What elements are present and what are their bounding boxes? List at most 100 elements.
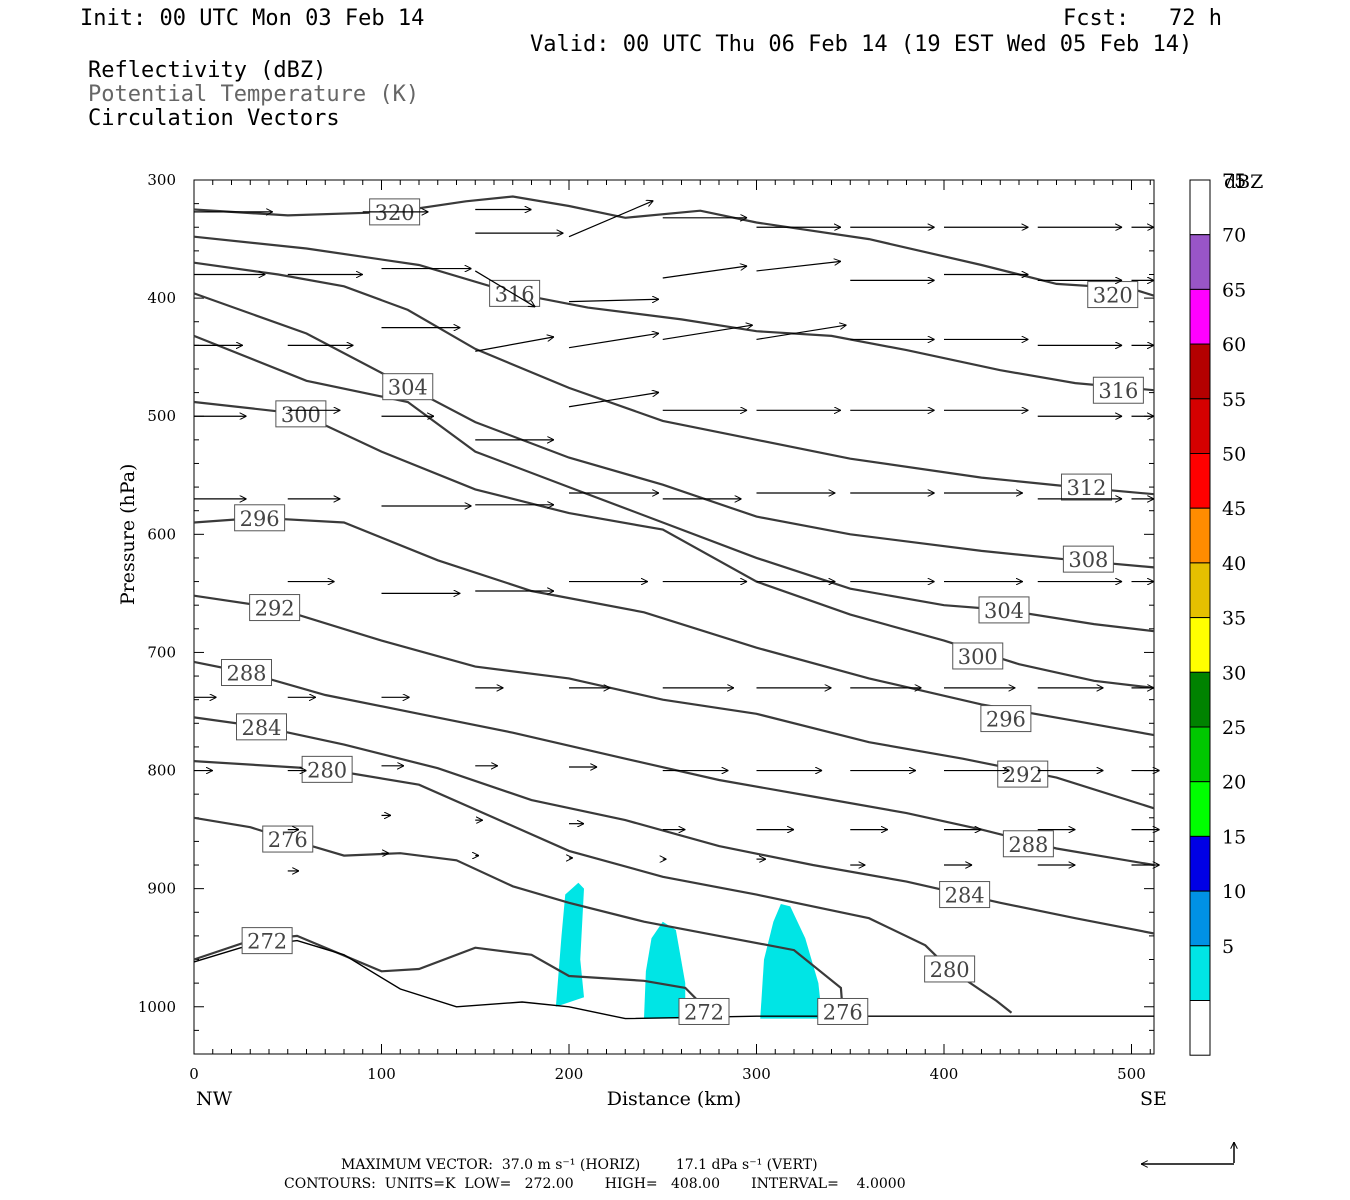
colorbar-tick-label: 60 [1222, 334, 1246, 356]
contour-label: 316 [1098, 379, 1138, 403]
contour-label-box [1092, 376, 1144, 404]
contour-label: 280 [930, 958, 970, 982]
theta-contour [193, 594, 1155, 810]
colorbar-segment [1189, 890, 1211, 947]
contour-label-box [1087, 281, 1139, 309]
circulation-vector [662, 266, 747, 279]
circulation-vector [662, 325, 753, 341]
colorbar-tick-label: 15 [1222, 826, 1246, 848]
init-time: Init: 00 UTC Mon 03 Feb 14 [80, 6, 425, 31]
theta-contour [193, 235, 1155, 392]
colorbar-tick-label: 20 [1222, 772, 1246, 794]
y-tick-label: 800 [147, 762, 176, 780]
colorbar-tick-label: 10 [1222, 881, 1246, 903]
x-tick-label: 400 [930, 1065, 959, 1083]
valid-time: Valid: 00 UTC Thu 06 Feb 14 (19 EST Wed … [530, 32, 1193, 57]
contour-label: 296 [986, 708, 1026, 732]
y-axis-label: Pressure (hPa) [117, 464, 139, 606]
field-reflectivity: Reflectivity (dBZ) [88, 58, 327, 83]
contour-label-box [997, 760, 1049, 788]
contour-label-box [939, 881, 991, 909]
colorbar-tick-label: 35 [1222, 608, 1246, 630]
circulation-vector [474, 270, 535, 307]
colorbar-tick-label: 40 [1222, 553, 1246, 575]
x-end-label-se: SE [1140, 1088, 1167, 1110]
x-tick-label: 100 [367, 1065, 396, 1083]
contour-label: 308 [1068, 548, 1108, 572]
colorbar-segment [1189, 398, 1211, 454]
contour-label-box [221, 659, 272, 687]
contour-label-box [980, 705, 1032, 733]
reflectivity-echo [760, 904, 823, 1019]
colorbar-segment [1189, 453, 1211, 509]
y-tick-label: 400 [147, 289, 176, 307]
contour-label-box [249, 594, 301, 622]
theta-contour [193, 261, 1155, 496]
contour-label-box [952, 642, 1004, 670]
contour-label: 300 [281, 403, 321, 427]
circulation-vector [568, 333, 659, 349]
contour-label: 320 [375, 201, 415, 225]
contour-label: 284 [241, 716, 281, 740]
colorbar-tick-label: 65 [1222, 279, 1246, 301]
contour-label: 276 [823, 1000, 863, 1024]
contour-label: 276 [268, 828, 308, 852]
reflectivity-echo [555, 882, 584, 1007]
contour-label: 272 [247, 930, 287, 954]
field-potential-temperature: Potential Temperature (K) [88, 82, 420, 107]
x-tick-label: 500 [1117, 1065, 1146, 1083]
colorbar-segment [1189, 835, 1211, 892]
contour-label: 292 [1003, 763, 1043, 787]
contour-label-box [924, 955, 976, 983]
forecast-hour: Fcst: 72 h [1063, 6, 1222, 31]
circulation-vector [475, 337, 554, 352]
x-end-label-nw: NW [196, 1088, 233, 1110]
contour-label-box [382, 373, 434, 401]
contour-label: 284 [945, 884, 985, 908]
contour-label: 312 [1066, 476, 1106, 500]
contour-label-box [301, 755, 353, 783]
theta-contour [193, 195, 1155, 297]
colorbar-segment [1189, 671, 1211, 728]
field-circulation-vectors: Circulation Vectors [88, 106, 340, 131]
circulation-vector [568, 299, 659, 301]
colorbar-tick-label: 70 [1222, 225, 1246, 247]
x-tick-label: 300 [742, 1065, 771, 1083]
theta-contour [193, 334, 1155, 633]
plot-frame [193, 179, 1155, 1055]
contour-label-box [1061, 473, 1112, 501]
colorbar-segment [1189, 288, 1211, 345]
x-tick-label: 0 [189, 1065, 199, 1083]
colorbar-segment [1189, 343, 1211, 400]
contour-label-box [234, 504, 286, 532]
colorbar-segment [1189, 945, 1211, 1001]
contour-label: 300 [958, 645, 998, 669]
contour-label: 296 [240, 507, 280, 531]
contour-info: CONTOURS: UNITS=K LOW= 272.00 HIGH= 408.… [284, 1176, 906, 1192]
contour-label-box [236, 713, 287, 741]
contour-label: 304 [388, 376, 428, 400]
colorbar-segment [1189, 507, 1211, 564]
colorbar-tick-label: 75 [1222, 170, 1246, 192]
contour-label-box [978, 596, 1030, 624]
theta-contour [193, 400, 1155, 689]
theta-contour [193, 716, 1155, 935]
colorbar-segment [1189, 1000, 1211, 1056]
circulation-vector [568, 201, 653, 238]
circulation-vector [568, 392, 659, 408]
x-axis-label: Distance (km) [607, 1088, 742, 1110]
contour-label-box [241, 927, 293, 955]
contour-label: 320 [1093, 284, 1133, 308]
y-tick-label: 1000 [138, 998, 176, 1016]
maximum-vector-note: MAXIMUM VECTOR: 37.0 m s⁻¹ (HORIZ) 17.1 … [341, 1157, 818, 1173]
colorbar-title: dBZ [1224, 171, 1263, 193]
colorbar-tick-label: 55 [1222, 389, 1246, 411]
theta-contour [193, 760, 1013, 1014]
contour-label-box [678, 997, 730, 1025]
contour-label: 280 [307, 758, 347, 782]
contour-label-box [275, 400, 327, 428]
x-tick-label: 200 [555, 1065, 584, 1083]
contour-label-box [1062, 545, 1114, 573]
colorbar-segment [1189, 617, 1211, 673]
contour-label-box [262, 825, 314, 853]
